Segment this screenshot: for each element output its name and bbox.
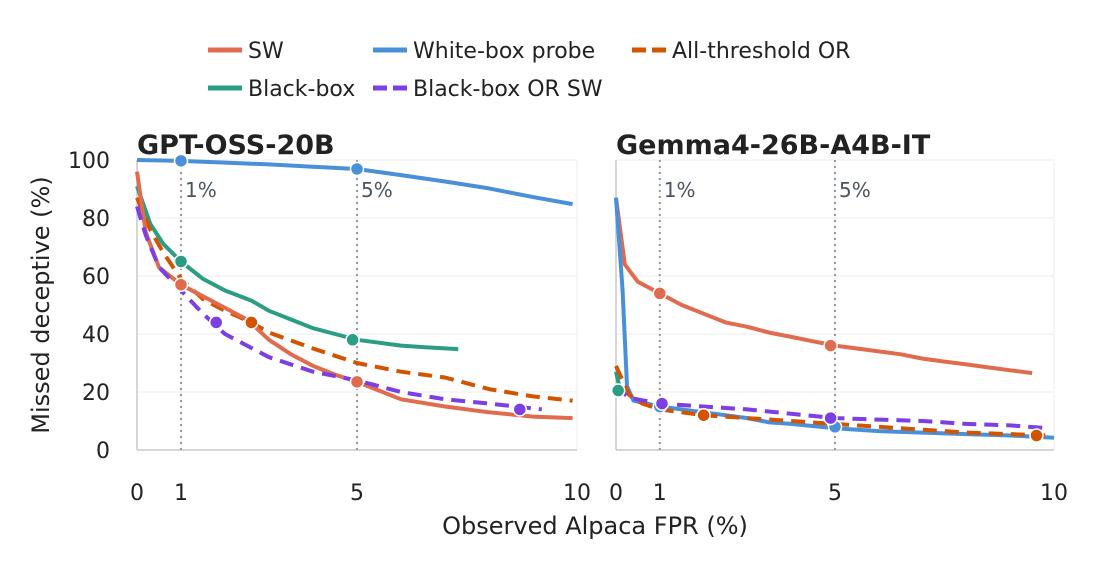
marker-sw xyxy=(823,338,838,353)
marker-black-box xyxy=(173,254,189,269)
series-line-black-box-or-sw xyxy=(614,384,1050,431)
reference-label-1: 1% xyxy=(185,178,217,202)
x-tick-label: 5 xyxy=(350,481,364,506)
panel-gemma4-26b-a4b-it: 1% 5% 0 1 5 10 Gemma4-26B-A4B-IT xyxy=(609,130,1068,506)
y-tick-label: 100 xyxy=(68,149,110,174)
reference-label-5: 5% xyxy=(839,178,871,202)
marker-white-box-probe xyxy=(349,161,365,177)
marker-sw xyxy=(652,286,668,301)
marker-black-box-or-sw xyxy=(823,410,838,426)
x-tick-label: 1 xyxy=(653,481,667,506)
series-line-sw xyxy=(614,197,1033,376)
panel-title: GPT-OSS-20B xyxy=(137,130,335,161)
marker-all-threshold-or xyxy=(1029,428,1044,443)
legend-label-black-box-or-sw: Black-box OR SW xyxy=(413,77,603,102)
series-line-all-threshold-or xyxy=(614,365,1046,438)
reference-label-1: 1% xyxy=(664,178,696,202)
legend-label-white-box-probe: White-box probe xyxy=(413,39,595,64)
marker-black-box xyxy=(610,383,626,398)
panel-gpt-oss-20b: 1% 5% 0 20 40 60 80 100 0 1 5 10 GPT-OSS-20B xyxy=(68,130,591,506)
y-tick-label: 0 xyxy=(96,439,110,464)
legend-label-black-box: Black-box xyxy=(248,77,355,102)
x-tick-label: 10 xyxy=(563,481,591,506)
x-tick-label: 5 xyxy=(828,481,842,506)
marker-black-box xyxy=(345,332,360,348)
marker-white-box-probe xyxy=(173,153,189,169)
y-tick-label: 80 xyxy=(82,207,110,232)
series-line-black-box-or-sw xyxy=(135,205,543,412)
y-tick-label: 60 xyxy=(82,265,110,290)
x-tick-label: 0 xyxy=(609,481,623,506)
x-tick-label: 10 xyxy=(1040,481,1068,506)
panel-title: Gemma4-26B-A4B-IT xyxy=(616,130,931,161)
marker-black-box-or-sw xyxy=(512,402,528,417)
y-tick-label: 20 xyxy=(82,381,110,406)
legend: SW White-box probe All-threshold OR Black-b… xyxy=(208,39,850,102)
marker-black-box-or-sw xyxy=(654,396,670,411)
legend-label-sw: SW xyxy=(248,39,284,64)
legend-label-all-threshold-or: All-threshold OR xyxy=(672,39,850,64)
marker-black-box-or-sw xyxy=(208,315,224,330)
y-tick-label: 40 xyxy=(82,323,110,348)
x-tick-label: 1 xyxy=(174,481,188,506)
marker-all-threshold-or xyxy=(696,407,711,423)
x-axis-label: Observed Alpaca FPR (%) xyxy=(442,512,748,540)
series-line-all-threshold-or xyxy=(135,196,573,403)
marker-sw xyxy=(349,374,365,390)
marker-sw xyxy=(173,277,189,292)
reference-label-5: 5% xyxy=(361,178,393,202)
marker-all-threshold-or xyxy=(244,315,259,330)
series-line-black-box xyxy=(135,185,459,352)
y-axis-label: Missed deceptive (%) xyxy=(27,176,55,433)
x-tick-label: 0 xyxy=(130,481,144,506)
